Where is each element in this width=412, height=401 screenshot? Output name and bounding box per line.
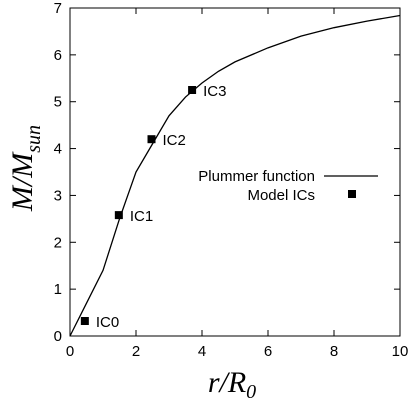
plot-frame — [69, 7, 401, 337]
model-ic-point — [80, 317, 89, 326]
x-axis-title-sub: 0 — [246, 381, 256, 401]
model-ic-label: IC2 — [163, 132, 186, 149]
x-tick-label: 6 — [264, 343, 272, 360]
ticks: 0 2 4 6 8 10 0 1 2 3 4 5 6 7 — [54, 0, 409, 360]
x-tick-label: 4 — [198, 343, 206, 360]
y-tick-label: 5 — [54, 94, 62, 111]
x-tick-label: 10 — [392, 343, 409, 360]
y-tick-label: 7 — [54, 0, 62, 17]
legend: Plummer function Model ICs — [198, 168, 378, 204]
model-ic-label: IC1 — [130, 208, 153, 225]
model-ic-label: IC0 — [96, 314, 119, 331]
y-tick-label: 6 — [54, 47, 62, 64]
x-axis-title: r/R0 — [208, 366, 256, 401]
x-tick-label: 2 — [132, 343, 140, 360]
model-ic-point — [188, 86, 197, 94]
y-axis-title: M/Msun — [6, 125, 45, 212]
x-tick-label: 8 — [330, 343, 338, 360]
x-tick-label: 0 — [66, 343, 74, 360]
model-ic-point — [147, 135, 156, 144]
axes — [69, 7, 401, 337]
model-ic-point — [114, 211, 123, 220]
legend-swatch-model-ics — [348, 190, 356, 198]
y-tick-label: 4 — [54, 141, 62, 158]
legend-label-model-ics: Model ICs — [247, 187, 315, 204]
y-tick-label: 0 — [54, 328, 62, 345]
y-tick-label: 2 — [54, 234, 62, 251]
y-axis-title-main: M/M — [6, 151, 39, 212]
y-tick-label: 3 — [54, 187, 62, 204]
model-ic-label: IC3 — [203, 83, 226, 100]
y-tick-label: 1 — [54, 281, 62, 298]
legend-label-plummer: Plummer function — [198, 168, 315, 185]
series: IC0 IC1 IC2 IC3 — [69, 14, 401, 337]
x-axis-title-main: r/R — [208, 366, 246, 399]
y-axis-title-sub: sun — [23, 125, 45, 153]
